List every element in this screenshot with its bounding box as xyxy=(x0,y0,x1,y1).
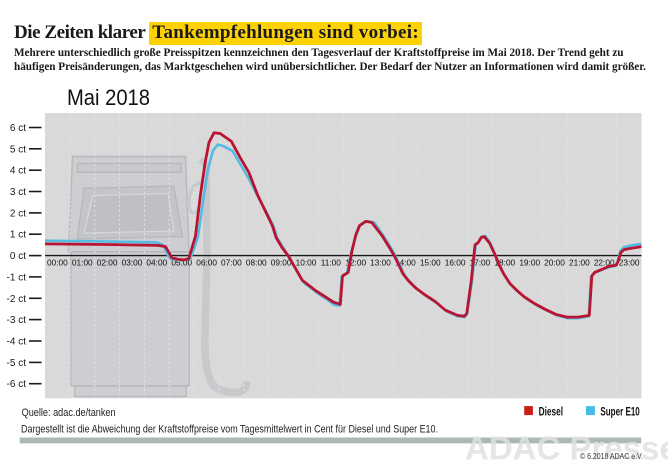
svg-text:Super E10: Super E10 xyxy=(600,406,639,418)
svg-text:0 ct: 0 ct xyxy=(10,251,26,262)
svg-text:-3 ct: -3 ct xyxy=(7,315,27,326)
svg-text:01:00: 01:00 xyxy=(72,258,93,268)
svg-text:15:00: 15:00 xyxy=(420,258,441,268)
svg-text:-6 ct: -6 ct xyxy=(7,379,27,390)
svg-text:-5 ct: -5 ct xyxy=(7,358,27,369)
svg-text:12:00: 12:00 xyxy=(345,258,366,268)
svg-text:6 ct: 6 ct xyxy=(10,123,26,134)
svg-text:-2 ct: -2 ct xyxy=(7,294,27,305)
svg-text:© 6.2018 ADAC e.V.: © 6.2018 ADAC e.V. xyxy=(580,452,643,461)
svg-text:1 ct: 1 ct xyxy=(10,230,26,241)
svg-text:4 ct: 4 ct xyxy=(10,166,26,177)
svg-text:Mai 2018: Mai 2018 xyxy=(67,85,150,110)
svg-text:-1 ct: -1 ct xyxy=(7,272,27,283)
svg-text:04:00: 04:00 xyxy=(146,258,167,268)
svg-text:Quelle: adac.de/tanken: Quelle: adac.de/tanken xyxy=(22,407,116,419)
svg-text:02:00: 02:00 xyxy=(97,258,118,268)
svg-text:-4 ct: -4 ct xyxy=(7,337,27,348)
svg-text:06:00: 06:00 xyxy=(196,258,217,268)
svg-text:05:00: 05:00 xyxy=(171,258,192,268)
svg-text:18:00: 18:00 xyxy=(494,258,515,268)
svg-text:09:00: 09:00 xyxy=(271,258,292,268)
svg-text:14:00: 14:00 xyxy=(395,258,416,268)
svg-text:ADAC Presse: ADAC Presse xyxy=(465,430,668,467)
svg-text:Diesel: Diesel xyxy=(539,406,564,418)
svg-text:17:00: 17:00 xyxy=(470,258,491,268)
svg-text:20:00: 20:00 xyxy=(544,258,565,268)
svg-text:23:00: 23:00 xyxy=(619,258,640,268)
svg-text:Dargestellt ist die Abweichung: Dargestellt ist die Abweichung der Kraft… xyxy=(21,423,438,435)
svg-text:21:00: 21:00 xyxy=(569,258,590,268)
svg-text:11:00: 11:00 xyxy=(321,258,342,268)
svg-text:08:00: 08:00 xyxy=(246,258,267,268)
svg-text:2 ct: 2 ct xyxy=(10,208,26,219)
svg-text:16:00: 16:00 xyxy=(445,258,466,268)
svg-text:13:00: 13:00 xyxy=(370,258,391,268)
svg-text:03:00: 03:00 xyxy=(122,258,143,268)
svg-text:3 ct: 3 ct xyxy=(10,187,26,198)
svg-text:22:00: 22:00 xyxy=(594,258,615,268)
svg-text:07:00: 07:00 xyxy=(221,258,242,268)
svg-text:19:00: 19:00 xyxy=(519,258,540,268)
svg-text:5 ct: 5 ct xyxy=(10,144,26,155)
svg-text:00:00: 00:00 xyxy=(47,258,68,268)
svg-text:10:00: 10:00 xyxy=(296,258,317,268)
